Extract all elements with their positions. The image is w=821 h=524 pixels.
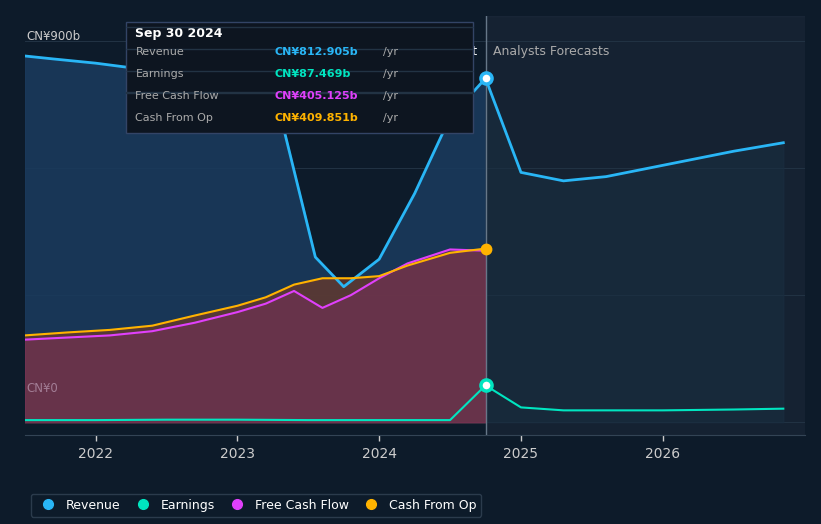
Text: Sep 30 2024: Sep 30 2024 <box>135 27 222 40</box>
Text: CN¥409.851b: CN¥409.851b <box>274 113 358 123</box>
Text: CN¥0: CN¥0 <box>26 382 58 395</box>
Text: CN¥812.905b: CN¥812.905b <box>274 47 358 57</box>
Text: Past: Past <box>452 45 478 58</box>
Text: Free Cash Flow: Free Cash Flow <box>135 91 219 101</box>
Text: Revenue: Revenue <box>135 47 184 57</box>
Text: /yr: /yr <box>383 113 398 123</box>
Text: /yr: /yr <box>383 69 398 79</box>
FancyBboxPatch shape <box>126 22 473 133</box>
Text: Analysts Forecasts: Analysts Forecasts <box>493 45 610 58</box>
Text: CN¥405.125b: CN¥405.125b <box>274 91 358 101</box>
Legend: Revenue, Earnings, Free Cash Flow, Cash From Op: Revenue, Earnings, Free Cash Flow, Cash … <box>31 494 481 517</box>
Text: Cash From Op: Cash From Op <box>135 113 213 123</box>
Bar <box>485 16 821 435</box>
Text: /yr: /yr <box>383 91 398 101</box>
Text: CN¥900b: CN¥900b <box>26 30 80 43</box>
Text: /yr: /yr <box>383 47 398 57</box>
Text: CN¥87.469b: CN¥87.469b <box>274 69 351 79</box>
Text: Earnings: Earnings <box>135 69 184 79</box>
